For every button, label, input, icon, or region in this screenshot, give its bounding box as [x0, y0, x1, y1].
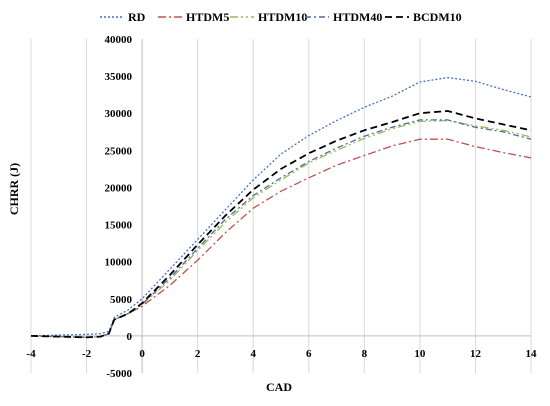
legend-label-htdm10: HTDM10: [258, 10, 307, 24]
y-tick-label: 15000: [105, 220, 133, 232]
series-line-htdm40: [30, 119, 532, 339]
x-tick-label: 10: [414, 348, 426, 360]
y-tick-labels: -5000 0 5000 10000 15000 20000 25000 30000 35000…: [105, 34, 133, 380]
series-line-htdm5: [30, 138, 532, 339]
x-tick-label: -4: [26, 348, 36, 360]
y-tick-label: 25000: [105, 145, 133, 157]
y-tick-label: 20000: [105, 182, 133, 194]
series-line-rd: [30, 76, 532, 337]
x-tick-label: 14: [526, 348, 538, 360]
y-tick-label: 35000: [105, 71, 133, 83]
x-tick-label: 0: [139, 348, 145, 360]
legend-label-htdm5: HTDM5: [186, 10, 229, 24]
series-layer: [30, 76, 532, 339]
y-axis-title: CHRR (J): [7, 163, 21, 215]
x-axis-title: CAD: [266, 380, 292, 394]
legend-label-htdm40: HTDM40: [333, 10, 382, 24]
y-tick-label: 5000: [110, 294, 133, 306]
grid-layer: [30, 39, 532, 373]
axis-layer: [31, 39, 531, 373]
y-tick-label: 40000: [105, 34, 133, 46]
x-tick-label: 4: [250, 348, 256, 360]
y-tick-label: 0: [127, 331, 133, 343]
y-tick-label: 10000: [105, 257, 133, 269]
x-tick-labels: -4 -2 0 2 4 6 8 10 12 14: [26, 348, 537, 360]
y-tick-label: 30000: [105, 108, 133, 120]
x-tick-label: 6: [306, 348, 312, 360]
series-line-bcdm10: [30, 110, 532, 339]
x-tick-label: 2: [195, 348, 201, 360]
legend-label-bcdm10: BCDM10: [413, 10, 462, 24]
legend-label-rd: RD: [128, 10, 146, 24]
legend: RD HTDM5 HTDM10 HTDM40 BCDM10: [100, 10, 462, 24]
x-tick-label: 12: [470, 348, 482, 360]
x-tick-label: -2: [82, 348, 92, 360]
y-tick-label: -5000: [106, 368, 132, 380]
x-tick-label: 8: [362, 348, 368, 360]
